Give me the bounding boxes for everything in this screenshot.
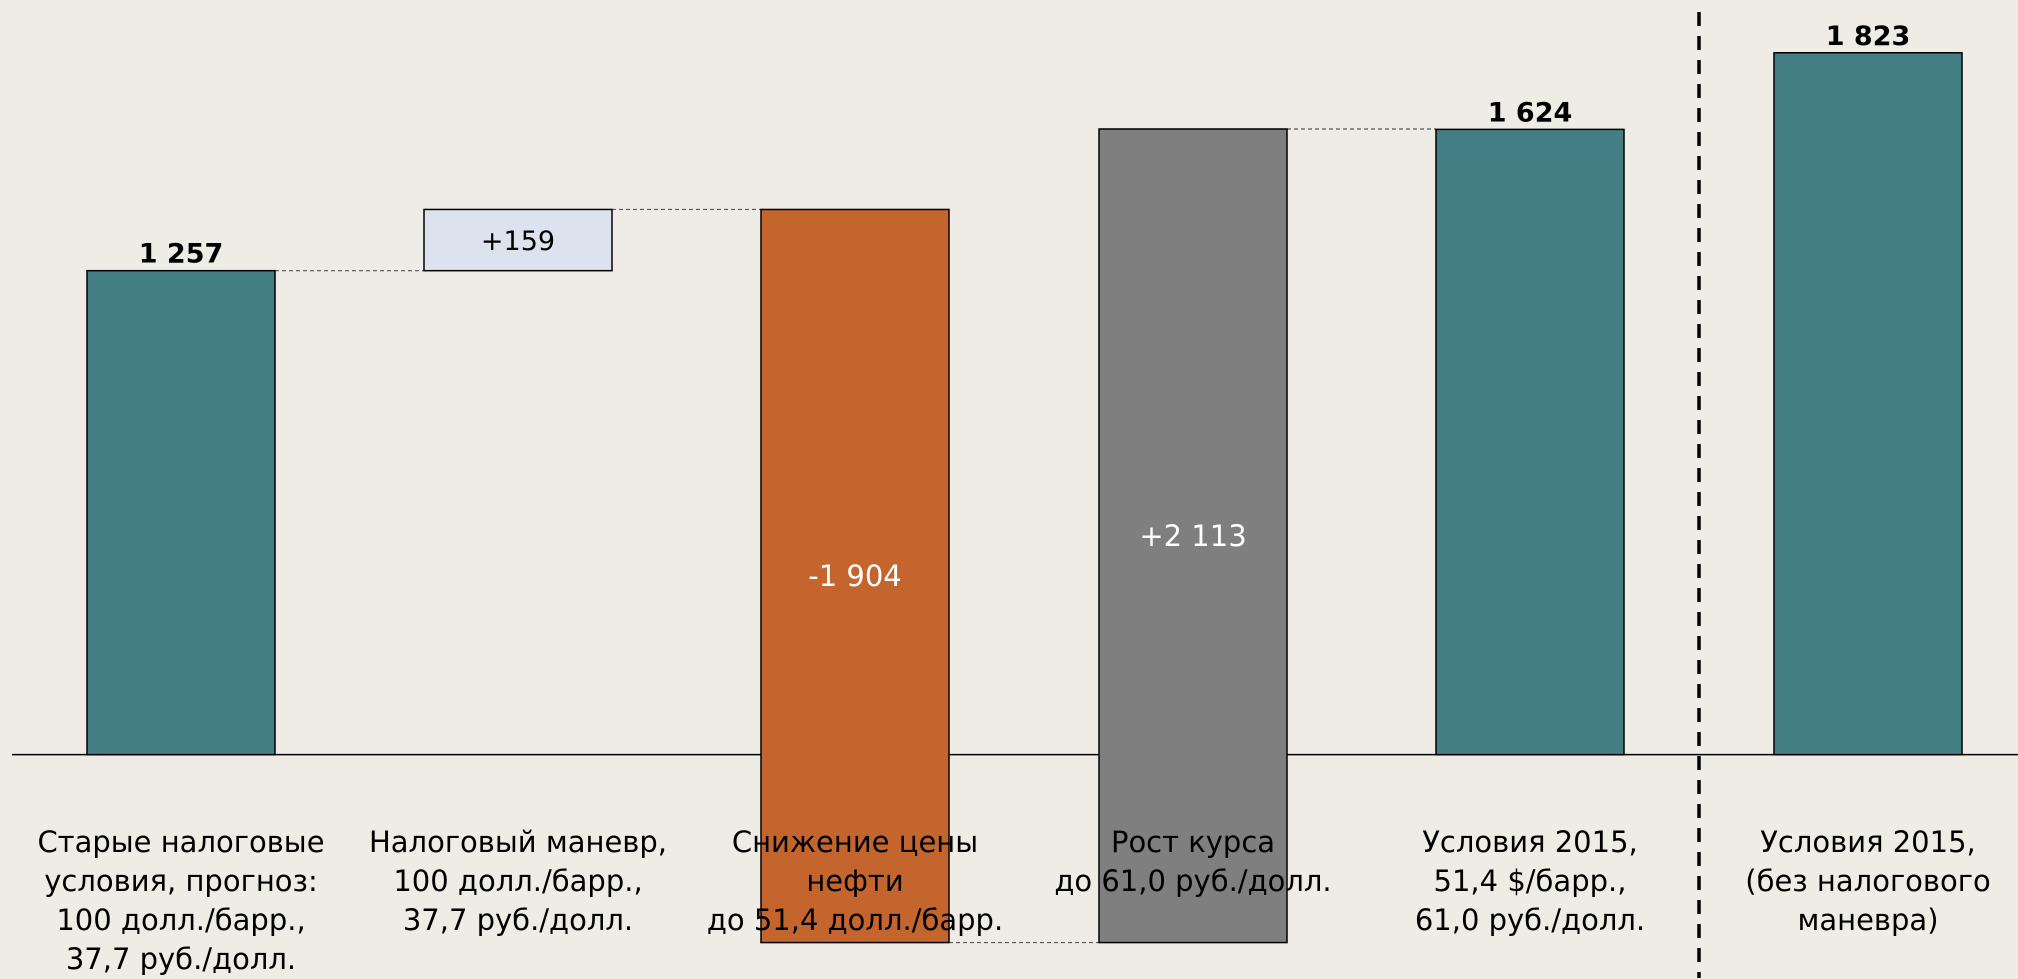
bars-group xyxy=(86,52,1963,944)
bar-2 xyxy=(423,208,613,272)
value-labels: 1 257 +159 -1 904 +2 113 1 624 1 823 xyxy=(139,21,1911,593)
bar-3 xyxy=(760,208,950,944)
value-label-3: -1 904 xyxy=(808,559,902,593)
category-label-4: Рост курса до 61,0 руб./долл. xyxy=(1054,825,1332,898)
category-label-2: Налоговый маневр, 100 долл./барр., 37,7 … xyxy=(368,825,668,937)
connector-lines xyxy=(275,128,1436,944)
category-label-1: Старые налоговые условия, прогноз: 100 д… xyxy=(37,825,325,976)
category-label-5: Условия 2015, 51,4 $/барр., 61,0 руб./до… xyxy=(1414,825,1646,937)
bar-4 xyxy=(1098,128,1288,944)
value-label-1: 1 257 xyxy=(139,239,224,270)
value-label-2: +159 xyxy=(481,226,555,257)
bar-1 xyxy=(86,269,276,756)
value-label-5: 1 624 xyxy=(1488,97,1573,128)
category-label-6: Условия 2015, (без налогового маневра) xyxy=(1745,825,1991,937)
bar-6 xyxy=(1773,52,1963,756)
value-label-4: +2 113 xyxy=(1139,519,1246,553)
bar-5 xyxy=(1435,128,1625,756)
category-label-3: Снижение цены нефти до 51,4 долл./барр. xyxy=(706,825,1004,937)
value-label-6: 1 823 xyxy=(1826,21,1911,52)
